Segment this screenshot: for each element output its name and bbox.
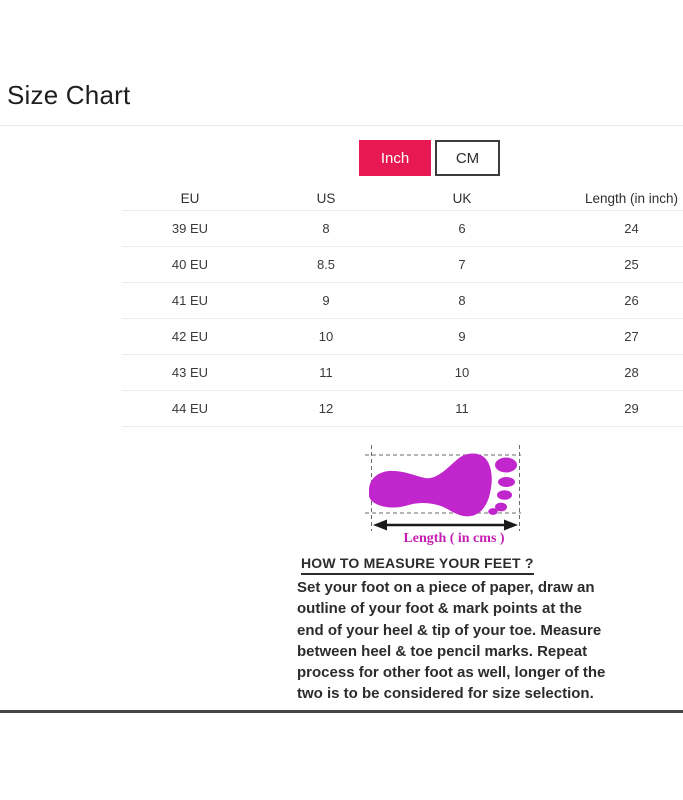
cell-us: 9 (322, 293, 330, 308)
cell-us: 11 (319, 365, 333, 380)
length-arrow-icon (373, 519, 518, 531)
cell-eu: 40 EU (171, 257, 209, 272)
cell-uk: 6 (458, 221, 466, 236)
size-table-header: EU US UK Length (in inch) (122, 186, 683, 211)
cell-uk: 9 (458, 329, 466, 344)
table-row: 42 EU 10 9 27 (122, 319, 683, 355)
size-table: EU US UK Length (in inch) 39 EU 8 6 24 4… (122, 186, 683, 427)
table-row: 44 EU 12 11 29 (122, 391, 683, 427)
cell-us: 12 (318, 401, 334, 416)
figure-caption: Length ( in cms ) (403, 531, 504, 546)
table-row: 41 EU 9 8 26 (122, 283, 683, 319)
cell-length: 28 (624, 365, 639, 380)
page-title: Size Chart (7, 80, 131, 110)
cell-length: 24 (624, 221, 639, 236)
cell-eu: 42 EU (171, 329, 209, 344)
column-header-us: US (316, 190, 336, 206)
howto-body-text: Set your foot on a piece of paper, draw … (297, 579, 606, 703)
cell-eu: 43 EU (171, 365, 209, 380)
column-header-length: Length (in inch) (584, 190, 679, 206)
bottom-divider (0, 710, 683, 713)
cell-uk: 10 (454, 365, 470, 380)
cell-us: 8 (322, 221, 330, 236)
cell-eu: 39 EU (171, 221, 209, 236)
cell-eu: 44 EU (171, 401, 209, 416)
cell-length: 27 (624, 329, 639, 344)
divider (0, 125, 683, 126)
table-row: 43 EU 11 10 28 (122, 355, 683, 391)
foot-measurement-figure: Length ( in cms ) (365, 445, 521, 546)
unit-toggle-inch-button[interactable]: Inch (359, 140, 431, 176)
table-row: 39 EU 8 6 24 (122, 211, 683, 247)
howto-heading: HOW TO MEASURE YOUR FEET ? (301, 555, 534, 575)
unit-toggle-cm-button[interactable]: CM (435, 140, 500, 176)
table-row: 40 EU 8.5 7 25 (122, 247, 683, 283)
cell-eu: 41 EU (171, 293, 209, 308)
cell-us: 10 (318, 329, 334, 344)
column-header-uk: UK (452, 190, 472, 206)
foot-icon (369, 453, 517, 517)
cell-length: 26 (624, 293, 639, 308)
column-header-eu: EU (180, 190, 200, 206)
cell-length: 29 (624, 401, 639, 416)
cell-uk: 8 (458, 293, 466, 308)
cell-uk: 7 (458, 257, 466, 272)
cell-uk: 11 (455, 401, 469, 416)
cell-length: 25 (624, 257, 639, 272)
cell-us: 8.5 (316, 257, 336, 272)
